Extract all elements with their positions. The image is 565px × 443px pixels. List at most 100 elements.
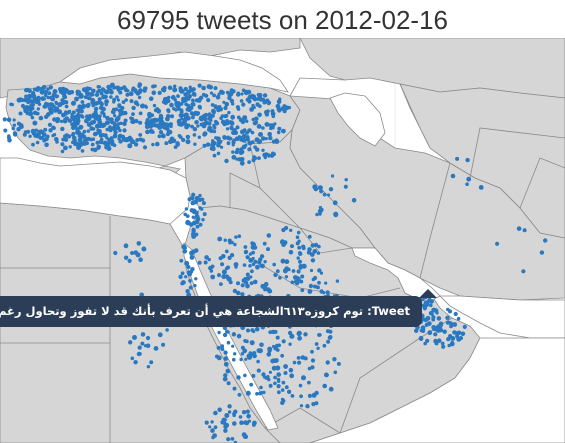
tweet-dot[interactable]: [202, 121, 207, 127]
tweet-dot[interactable]: [138, 120, 143, 125]
tweet-dot[interactable]: [191, 112, 196, 117]
tweet-dot[interactable]: [220, 145, 224, 149]
tweet-dot[interactable]: [228, 280, 233, 285]
tweet-dot[interactable]: [125, 92, 130, 97]
tweet-dot[interactable]: [243, 245, 248, 249]
tweet-dot[interactable]: [119, 86, 124, 91]
tweet-dot[interactable]: [243, 373, 247, 378]
tweet-dot[interactable]: [297, 360, 302, 365]
tweet-dot[interactable]: [224, 113, 229, 118]
tweet-dot[interactable]: [193, 142, 197, 146]
tweet-dot[interactable]: [328, 329, 333, 334]
tweet-dot[interactable]: [251, 262, 256, 267]
tweet-dot[interactable]: [39, 86, 45, 91]
tweet-dot[interactable]: [185, 134, 191, 140]
tweet-dot[interactable]: [149, 118, 155, 123]
tweet-dot[interactable]: [260, 136, 266, 141]
tweet-dot[interactable]: [310, 243, 315, 248]
tweet-dot[interactable]: [201, 85, 206, 91]
tweet-dot[interactable]: [131, 112, 135, 116]
tweet-dot[interactable]: [63, 110, 68, 114]
tweet-dot[interactable]: [174, 103, 178, 107]
tweet-dot[interactable]: [55, 117, 61, 122]
tweet-dot[interactable]: [319, 271, 324, 275]
tweet-dot[interactable]: [91, 127, 96, 131]
tweet-dot[interactable]: [236, 333, 242, 339]
tweet-dot[interactable]: [212, 153, 217, 158]
tweet-dot[interactable]: [253, 279, 258, 285]
tweet-dot[interactable]: [213, 425, 218, 430]
tweet-dot[interactable]: [212, 93, 217, 98]
tweet-dot[interactable]: [190, 267, 195, 272]
tweet-dot[interactable]: [222, 376, 228, 382]
tweet-dot[interactable]: [236, 375, 241, 380]
tweet-dot[interactable]: [277, 108, 282, 113]
tweet-dot[interactable]: [121, 100, 126, 104]
tweet-dot[interactable]: [240, 352, 245, 356]
tweet-dot[interactable]: [97, 97, 102, 102]
tweet-dot[interactable]: [245, 390, 251, 396]
tweet-dot[interactable]: [157, 90, 162, 95]
tweet-dot[interactable]: [99, 102, 104, 107]
tweet-dot[interactable]: [280, 258, 286, 264]
tweet-dot[interactable]: [225, 368, 231, 374]
tweet-dot[interactable]: [90, 115, 95, 119]
tweet-dot[interactable]: [24, 94, 28, 99]
tweet-dot[interactable]: [225, 90, 230, 95]
tweet-dot[interactable]: [259, 342, 264, 348]
tweet-dot[interactable]: [447, 343, 452, 348]
tweet-dot[interactable]: [249, 281, 254, 286]
tweet-dot[interactable]: [28, 134, 32, 138]
tweet-dot[interactable]: [240, 292, 245, 297]
tweet-dot[interactable]: [184, 260, 190, 266]
tweet-dot[interactable]: [227, 95, 232, 101]
tweet-dot[interactable]: [184, 102, 188, 107]
tweet-dot[interactable]: [289, 373, 295, 379]
tweet-dot[interactable]: [191, 208, 197, 214]
tweet-dot[interactable]: [129, 116, 133, 120]
tweet-dot[interactable]: [236, 107, 241, 111]
tweet-dot[interactable]: [219, 282, 223, 286]
tweet-dot[interactable]: [326, 339, 331, 344]
tweet-dot[interactable]: [165, 123, 169, 127]
tweet-dot[interactable]: [245, 255, 250, 260]
tweet-dot[interactable]: [113, 114, 117, 118]
tweet-dot[interactable]: [203, 260, 208, 265]
tweet-dot[interactable]: [221, 417, 227, 423]
tweet-dot[interactable]: [176, 94, 180, 98]
tweet-dot[interactable]: [228, 241, 232, 245]
tweet-dot[interactable]: [276, 372, 282, 377]
tweet-dot[interactable]: [148, 96, 154, 101]
tweet-dot[interactable]: [127, 135, 132, 140]
tweet-dot[interactable]: [257, 112, 262, 118]
tweet-dot[interactable]: [263, 260, 267, 264]
tweet-dot[interactable]: [165, 116, 170, 122]
tweet-dot[interactable]: [193, 283, 197, 288]
tweet-dot[interactable]: [240, 283, 245, 288]
tweet-dot[interactable]: [429, 303, 433, 308]
tweet-dot[interactable]: [202, 131, 208, 137]
tweet-dot[interactable]: [188, 85, 192, 89]
tweet-dot[interactable]: [246, 413, 251, 419]
tweet-dot[interactable]: [275, 365, 281, 371]
tweet-dot[interactable]: [216, 355, 222, 361]
tweet-dot[interactable]: [210, 428, 215, 433]
tweet-dot[interactable]: [200, 207, 204, 211]
tweet-dot[interactable]: [423, 341, 428, 346]
tweet-dot[interactable]: [85, 103, 91, 109]
tweet-dot[interactable]: [226, 265, 230, 270]
tweet-dot[interactable]: [192, 133, 197, 137]
tweet-dot[interactable]: [12, 118, 16, 122]
tweet-dot[interactable]: [140, 341, 145, 346]
tweet-dot[interactable]: [543, 238, 548, 243]
tweet-dot[interactable]: [280, 353, 285, 358]
tweet-dot[interactable]: [161, 342, 166, 347]
tweet-dot[interactable]: [61, 98, 65, 102]
tweet-dot[interactable]: [22, 132, 27, 137]
tweet-dot[interactable]: [257, 93, 263, 98]
tweet-dot[interactable]: [247, 140, 253, 146]
tweet-dot[interactable]: [92, 131, 98, 137]
tweet-dot[interactable]: [153, 346, 159, 351]
tweet-dot[interactable]: [465, 157, 470, 163]
tweet-dot[interactable]: [184, 207, 189, 211]
